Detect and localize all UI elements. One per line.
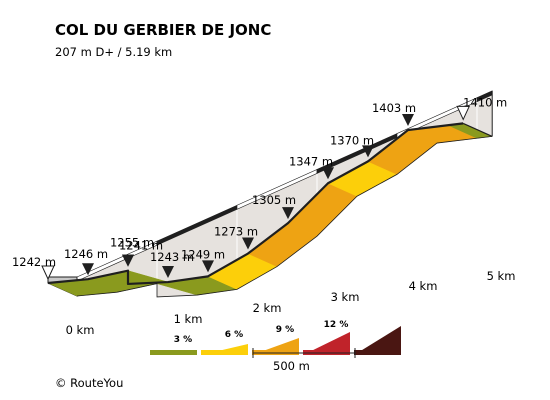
distance-tick-label: 4 km [409,279,438,293]
legend-label: 9 % [276,325,294,335]
start-marker [41,265,55,281]
profile-side-wall [47,90,493,297]
elevation-label: 1246 m [64,247,108,261]
elevation-label: 1403 m [372,101,416,115]
elevation-marker [122,254,134,267]
distance-tick-label: 2 km [253,301,282,315]
legend-swatch-base [354,350,401,355]
elevation-marker [322,167,334,180]
side-wall-fill [77,90,493,297]
elevation-label: 1243 m [150,250,194,264]
distance-tick-label: 1 km [174,312,203,326]
legend-label: 3 % [174,335,192,345]
legend-label: 12 % [324,320,349,330]
elevation-marker [242,237,254,250]
legend-swatch-base [201,350,248,355]
credit-text: © RouteYou [55,376,123,390]
elevation-marker [82,263,94,276]
elevation-marker [202,260,214,273]
profile-end-edge [462,122,493,137]
elevation-label: 1305 m [252,193,296,207]
gradient-legend: 3 % 6 % 9 % 12 % [150,320,401,355]
distance-tick-label: 5 km [487,269,516,283]
distance-axis: 0 km 1 km 2 km 3 km 4 km 5 km [66,269,516,337]
elevation-label: 1249 m [181,247,225,261]
legend-swatch [303,332,350,355]
profile-edge-line [76,136,493,298]
elevation-label: 1370 m [330,133,374,147]
legend-label: 6 % [225,330,243,340]
elevation-marker [402,114,414,127]
elevation-label: 1241 m [119,239,163,253]
elevation-label: 1255 m [110,236,154,250]
elevation-label: 1242 m [12,255,56,269]
elevation-marker [162,266,174,279]
elevation-label: 1273 m [214,225,258,239]
elevation-marker [362,145,374,158]
scale-bar-label: 500 m [273,359,310,373]
distance-tick-label: 0 km [66,323,95,337]
summit-marker [456,105,470,121]
legend-swatch-base [150,350,197,355]
chart-subtitle: 207 m D+ / 5.19 km [55,45,172,59]
profile-top-line [47,122,464,286]
distance-tick-label: 3 km [331,290,360,304]
legend-swatch [354,326,401,355]
profile-outline [47,90,493,298]
elevation-marker [282,207,294,220]
chart-title: COL DU GERBIER DE JONC [55,21,271,39]
elevation-label: 1347 m [289,154,333,168]
elevation-label: 1410 m [463,95,507,109]
